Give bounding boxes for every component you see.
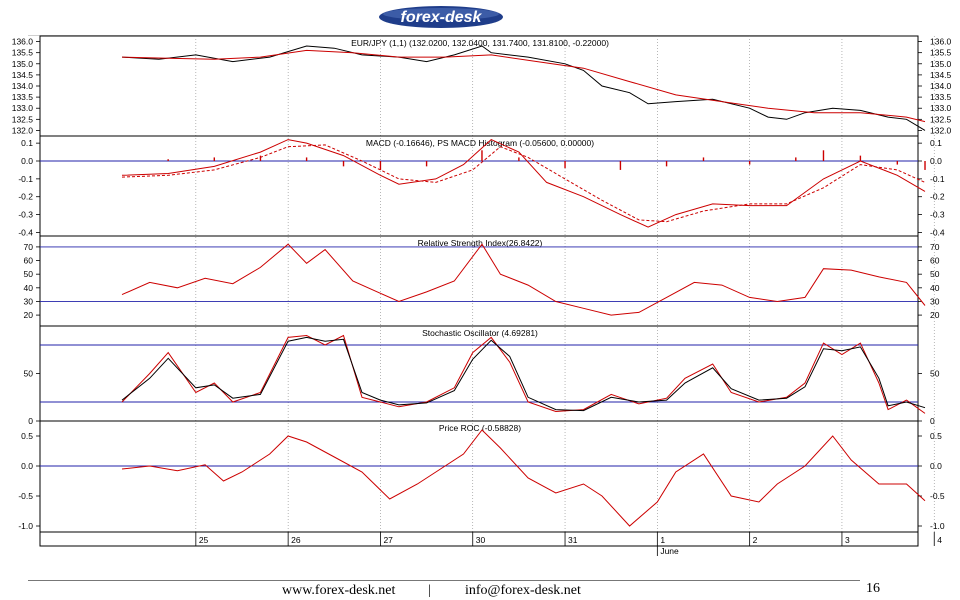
ytick-label-left: 50 [24,269,34,279]
footer-email[interactable]: info@forex-desk.net [465,583,581,598]
series-line-1-0 [121,139,926,228]
ytick-label-right: -0.2 [930,192,945,202]
ytick-label-right: 70 [930,242,940,252]
chart-canvas: EUR/JPY (1,1) (132.0200, 132.0400, 131.7… [12,35,952,556]
ytick-label-right: -0.5 [930,491,945,501]
series-line-0-1 [121,49,926,123]
ytick-label-right: -0.4 [930,227,945,237]
ytick-label-right: -0.1 [930,174,945,184]
ytick-label-left: 134.5 [12,70,34,80]
ytick-label-left: -0.5 [18,491,33,501]
ytick-label-right: 134.5 [930,70,952,80]
ytick-label-left: 0.0 [21,461,33,471]
series-line-3-1 [121,336,926,412]
series-line-2-0 [121,243,926,316]
month-label: June [660,546,679,556]
xtick-label: 27 [383,535,393,545]
ytick-label-right: 50 [930,269,940,279]
series-line-3-0 [121,334,926,414]
xtick-label: 31 [568,535,578,545]
xtick-label: 1 [660,535,665,545]
logo-text: forex-desk [401,9,483,26]
ytick-label-left: 20 [24,310,34,320]
xtick-label: 2 [753,535,758,545]
ytick-label-left: 0.1 [21,138,33,148]
series-line-4-0 [121,429,926,527]
ytick-label-right: 40 [930,283,940,293]
ytick-label-right: 0.5 [930,431,942,441]
page-number: 16 [866,581,880,596]
footer-separator: | [428,583,431,598]
panel-title-3: Stochastic Oscillator (4.69281) [422,328,538,338]
panel-title-4: Price ROC (-0.58828) [439,423,521,433]
ytick-label-left: -0.3 [18,210,33,220]
ytick-label-right: 132.0 [930,125,952,135]
series-line-1-1 [121,144,926,223]
ytick-label-right: 135.0 [930,59,952,69]
ytick-label-left: 133.0 [12,103,34,113]
ytick-label-right: -1.0 [930,521,945,531]
ytick-label-left: -0.1 [18,174,33,184]
xtick-label: 4 [937,535,942,545]
ytick-label-right: 134.0 [930,81,952,91]
ytick-label-left: 136.0 [12,37,34,47]
ytick-label-right: 0.0 [930,461,942,471]
xtick-label: 30 [476,535,486,545]
ytick-label-left: 0.5 [21,431,33,441]
xtick-label: 25 [199,535,209,545]
ytick-label-left: 133.5 [12,92,34,102]
ytick-label-right: 0.0 [930,156,942,166]
panel-title-2: Relative Strength Index(26.8422) [418,238,543,248]
ytick-label-left: -1.0 [18,521,33,531]
ytick-label-right: 132.5 [930,114,952,124]
ytick-label-left: 135.0 [12,59,34,69]
ytick-label-right: 50 [930,369,940,379]
ytick-label-right: 133.0 [930,103,952,113]
ytick-label-right: 60 [930,256,940,266]
series-line-0-0 [121,45,926,131]
ytick-label-right: -0.3 [930,210,945,220]
ytick-label-left: -0.4 [18,227,33,237]
ytick-label-left: 40 [24,283,34,293]
footer-url[interactable]: www.forex-desk.net [282,583,396,598]
ytick-label-right: 20 [930,310,940,320]
ytick-label-right: 135.5 [930,48,952,58]
panel-title-0: EUR/JPY (1,1) (132.0200, 132.0400, 131.7… [351,38,609,48]
panel-title-1: MACD (-0.16646), PS MACD Histogram (-0.0… [366,138,594,148]
ytick-label-left: 0.0 [21,156,33,166]
chart-frame [39,35,919,547]
ytick-label-left: 132.0 [12,125,34,135]
ytick-label-left: 132.5 [12,114,34,124]
xtick-label: 3 [845,535,850,545]
ytick-label-left: 135.5 [12,48,34,58]
ytick-label-left: 134.0 [12,81,34,91]
ytick-label-left: 0 [28,416,33,426]
ytick-label-right: 0.1 [930,138,942,148]
xtick-label: 26 [291,535,301,545]
ytick-label-left: -0.2 [18,192,33,202]
ytick-label-left: 30 [24,296,34,306]
ytick-label-left: 50 [24,369,34,379]
forex-desk-logo: forex-desk [379,6,503,28]
ytick-label-right: 136.0 [930,37,952,47]
ytick-label-right: 30 [930,296,940,306]
ytick-label-right: 0 [930,416,935,426]
ytick-label-left: 70 [24,242,34,252]
footer-rule [28,580,860,581]
ytick-label-right: 133.5 [930,92,952,102]
ytick-label-left: 60 [24,256,34,266]
